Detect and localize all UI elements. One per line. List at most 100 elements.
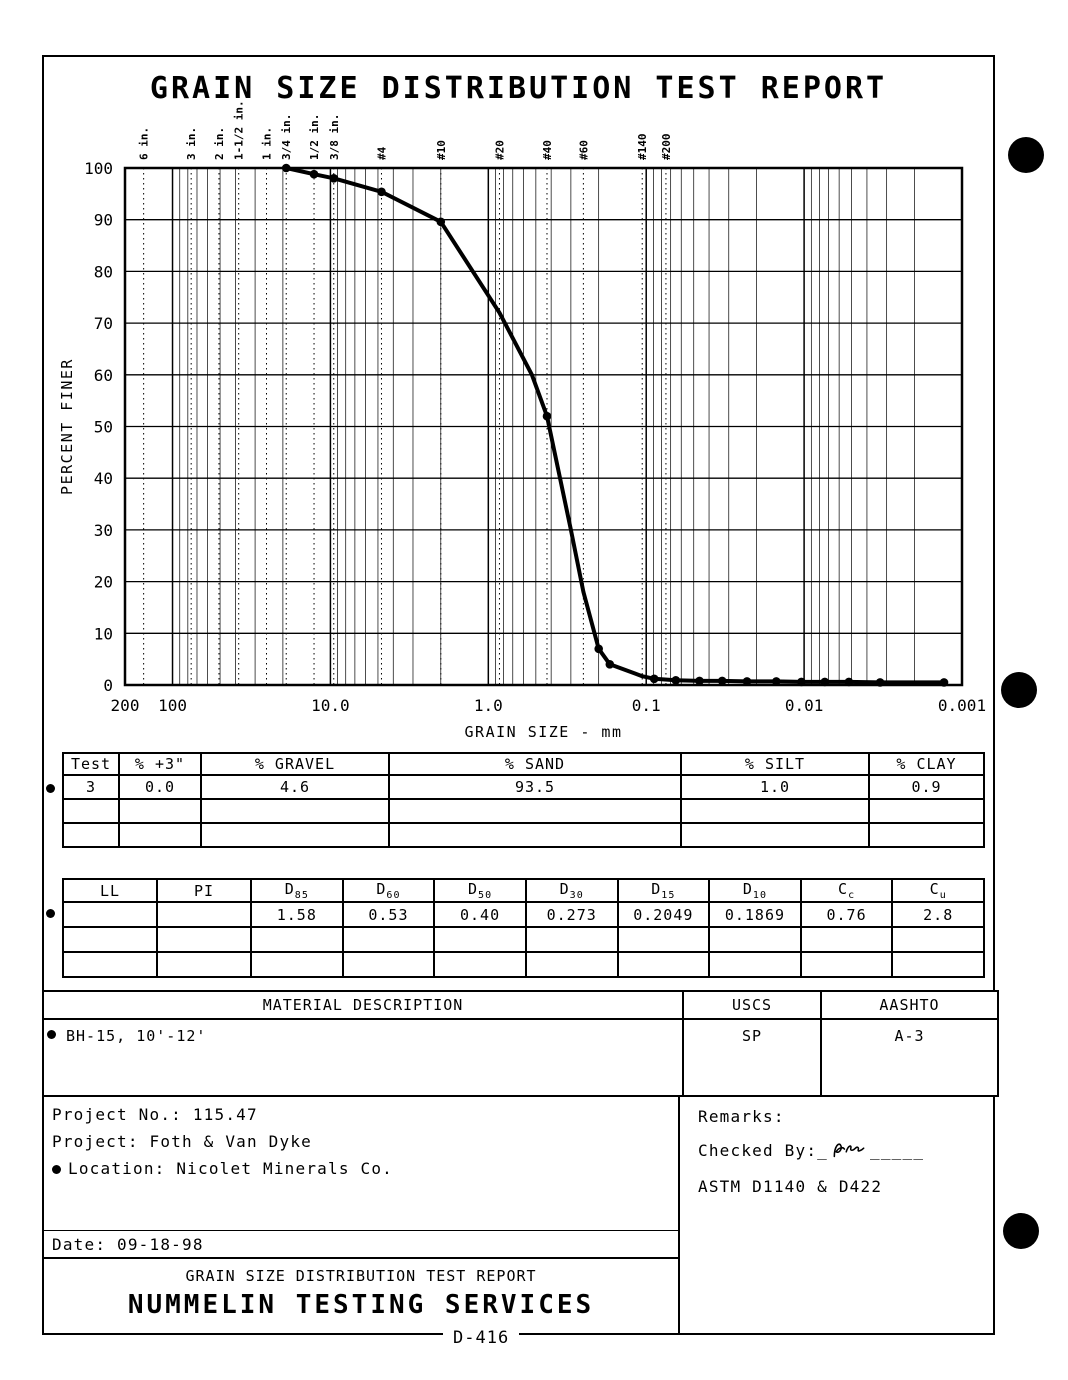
data-point-marker <box>377 187 386 197</box>
table-cell <box>708 926 802 953</box>
sieve-label: 1/2 in. <box>308 114 321 160</box>
data-point-marker <box>594 644 603 654</box>
column-header: Cc <box>799 878 894 903</box>
table-cell: 4.6 <box>200 774 390 800</box>
table-cell: 0.1869 <box>708 901 802 928</box>
table-row: 3 0.0 4.6 93.5 1.0 0.9 <box>62 774 985 800</box>
table-cell <box>799 951 894 978</box>
column-header: Test <box>62 752 120 776</box>
table-cell <box>156 926 252 953</box>
table-cell <box>868 798 985 824</box>
table-cell <box>433 951 527 978</box>
table-header-row: MATERIAL DESCRIPTION USCS AASHTO <box>42 990 999 1020</box>
data-point-marker <box>281 163 291 173</box>
gsd-curve <box>284 166 946 685</box>
data-point-marker <box>605 660 615 669</box>
table-cell <box>62 926 158 953</box>
y-tick-label: 50 <box>94 418 113 437</box>
binder-hole <box>1008 137 1044 173</box>
column-header: % SAND <box>388 752 682 776</box>
table-row: BH-15, 10'-12' SP A-3 <box>42 1018 999 1097</box>
table-cell: 1.58 <box>250 901 344 928</box>
table-cell <box>433 926 527 953</box>
x-axis-label: GRAIN SIZE - mm <box>465 723 623 741</box>
company-name: NUMMELIN TESTING SERVICES <box>127 1290 595 1320</box>
table-cell <box>524 926 619 953</box>
table-cell: 0.76 <box>799 901 894 928</box>
data-point-marker <box>797 677 806 687</box>
y-tick-label: 100 <box>84 159 113 178</box>
y-tick-label: 40 <box>94 469 113 488</box>
column-header: D30 <box>524 878 619 903</box>
table-cell <box>616 951 711 978</box>
column-header: D15 <box>616 878 711 903</box>
column-header: PI <box>156 878 252 903</box>
sieve-label: #4 <box>375 146 388 160</box>
data-point-marker <box>649 674 659 684</box>
table-cell <box>799 926 894 953</box>
x-tick-label: 0.001 <box>938 696 986 715</box>
signature <box>833 1143 865 1158</box>
column-header: MATERIAL DESCRIPTION <box>42 990 684 1020</box>
table-cell <box>200 822 390 848</box>
table-cell <box>680 798 870 824</box>
y-tick-label: 30 <box>94 521 113 540</box>
sieve-label: #20 <box>493 140 506 160</box>
astm-standards: ASTM D1140 & D422 <box>698 1177 883 1196</box>
x-tick-label: 0.1 <box>632 696 661 715</box>
data-point-marker <box>309 169 319 179</box>
data-point-marker <box>717 676 727 686</box>
sieve-label: #200 <box>660 134 673 161</box>
column-header: AASHTO <box>820 990 999 1020</box>
footer-title-block: GRAIN SIZE DISTRIBUTION TEST REPORT NUMM… <box>44 1267 678 1320</box>
table-cell: 0.2049 <box>616 901 711 928</box>
remarks-label: Remarks: <box>698 1107 785 1126</box>
footer-report-name: GRAIN SIZE DISTRIBUTION TEST REPORT <box>185 1267 537 1285</box>
table-cell <box>62 798 120 824</box>
table-cell: SP <box>682 1018 822 1097</box>
table-cell <box>388 822 682 848</box>
column-header: Cu <box>891 878 985 903</box>
project-location: Location: Nicolet Minerals Co. <box>52 1159 393 1178</box>
table-row <box>62 926 985 953</box>
checked-by-label: Checked By:_ <box>698 1141 828 1160</box>
y-tick-label: 0 <box>103 676 113 695</box>
column-header: % SILT <box>680 752 870 776</box>
sieve-label: 1-1/2 in. <box>233 100 246 160</box>
x-tick-label: 1.0 <box>474 696 503 715</box>
date: Date: 09-18-98 <box>44 1230 678 1259</box>
table-cell: A-3 <box>820 1018 999 1097</box>
signature-stroke <box>833 1143 865 1158</box>
checked-by-line: Checked By:_ _____ <box>698 1139 924 1161</box>
x-tick-label: 100 <box>158 696 187 715</box>
series-symbol-dot <box>46 784 55 793</box>
data-point-marker <box>875 678 885 687</box>
table-cell: 2.8 <box>891 901 985 928</box>
y-tick-label: 70 <box>94 314 113 333</box>
table-row: 1.58 0.53 0.40 0.273 0.2049 0.1869 0.76 2.8 <box>62 901 985 928</box>
results-table: Test% +3"% GRAVEL% SAND% SILT% CLAY 3 0.0… <box>62 752 985 848</box>
column-header: D10 <box>708 878 802 903</box>
grain-size-distribution-chart: 6 in. 3 in. 2 in. 1-1/2 in. 1 in. 3/4 in. 1/2 … <box>58 100 986 741</box>
table-cell: 0.53 <box>341 901 436 928</box>
data-point-marker <box>436 217 446 227</box>
data-point-marker <box>742 677 752 686</box>
sieve-label: 2 in. <box>213 127 226 160</box>
table-cell <box>680 822 870 848</box>
material-description-table: MATERIAL DESCRIPTION USCS AASHTO BH-15, 10… <box>42 990 999 1097</box>
series-symbol-dot <box>47 1030 56 1039</box>
table-cell <box>200 798 390 824</box>
data-point-marker <box>844 677 854 687</box>
table-cell <box>891 926 985 953</box>
data-point-marker <box>939 678 949 687</box>
column-header: D50 <box>433 878 527 903</box>
sieve-label: #140 <box>636 134 649 161</box>
column-header: USCS <box>682 990 822 1020</box>
sieve-label: 1 in. <box>261 127 274 160</box>
table-cell <box>62 901 158 928</box>
column-header: % GRAVEL <box>200 752 390 776</box>
column-header: D60 <box>341 878 436 903</box>
table-cell <box>341 951 436 978</box>
table-cell <box>250 951 344 978</box>
data-point-marker <box>671 676 681 685</box>
